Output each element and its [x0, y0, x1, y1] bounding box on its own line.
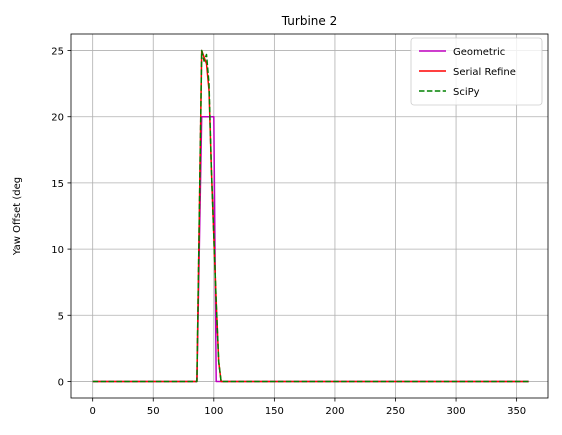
- x-tick-label: 50: [147, 406, 160, 417]
- x-tick-label: 200: [325, 406, 344, 417]
- plot-frame: [70, 33, 549, 399]
- legend-label: Serial Refine: [453, 67, 516, 78]
- y-tick-label: 10: [51, 245, 64, 256]
- y-tick-label: 15: [51, 179, 64, 190]
- legend: Geometric Serial Refine SciPy: [410, 37, 543, 106]
- y-tick-label: 25: [51, 47, 64, 58]
- legend-label: Geometric: [453, 47, 505, 58]
- series-line-scipy: [92, 49, 529, 383]
- y-tick-label: 5: [58, 311, 64, 322]
- y-tick-label: 0: [58, 377, 64, 388]
- y-axis-title: Yaw Offset (deg: [12, 177, 23, 256]
- x-tick-label: 250: [386, 406, 405, 417]
- x-tick-label: 300: [447, 406, 466, 417]
- x-tick-label: 150: [265, 406, 284, 417]
- ticks: 0 50 100 150 200 250 300 350 0 5 10 15 20 25: [51, 47, 526, 417]
- x-tick-label: 100: [204, 406, 223, 417]
- y-tick-label: 20: [51, 113, 64, 124]
- legend-label: SciPy: [453, 87, 480, 98]
- legend-box: [410, 37, 543, 106]
- x-tick-label: 0: [89, 406, 95, 417]
- x-tick-label: 350: [507, 406, 526, 417]
- chart-title: Turbine 2: [281, 14, 337, 28]
- series-lines: [92, 49, 529, 383]
